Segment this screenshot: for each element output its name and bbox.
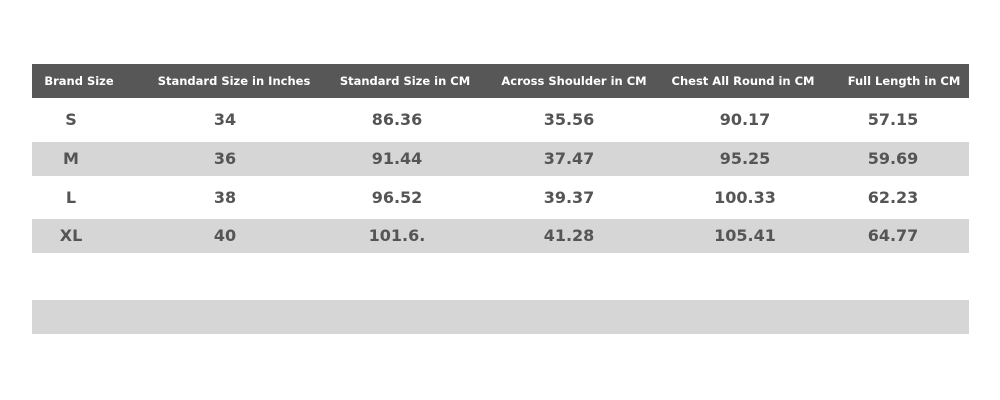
table-cell: S	[65, 110, 77, 129]
table-row: M 36 91.44 37.47 95.25 59.69	[32, 142, 969, 176]
table-cell: 90.17	[719, 110, 771, 129]
table-cell: 35.56	[543, 110, 595, 129]
table-row: L 38 96.52 39.37 100.33 62.23	[32, 178, 969, 219]
table-cell: 100.33	[714, 188, 776, 207]
table-cell: 39.37	[543, 188, 595, 207]
table-cell: XL	[59, 226, 83, 245]
table-cell: L	[65, 188, 77, 207]
table-cell: 34	[213, 110, 237, 129]
column-header: Standard Size in Inches	[157, 74, 311, 88]
table-cell: 36	[213, 149, 237, 168]
table-cell: 101.6.	[368, 226, 426, 245]
table-cell: 95.25	[719, 149, 771, 168]
column-header: Across Shoulder in CM	[501, 74, 647, 88]
table-cell: M	[63, 149, 79, 168]
column-header: Full Length in CM	[847, 74, 961, 88]
table-cell: 40	[213, 226, 237, 245]
table-cell: 62.23	[867, 188, 919, 207]
table-cell: 91.44	[371, 149, 423, 168]
table-cell: 105.41	[714, 226, 776, 245]
column-header: Chest All Round in CM	[671, 74, 815, 88]
table-cell: 57.15	[867, 110, 919, 129]
table-cell: 96.52	[371, 188, 423, 207]
empty-row	[32, 300, 969, 334]
table-cell: 59.69	[867, 149, 919, 168]
table-cell: 64.77	[867, 226, 919, 245]
table-cell: 37.47	[543, 149, 595, 168]
column-header: Standard Size in CM	[339, 74, 471, 88]
table-cell: 38	[213, 188, 237, 207]
table-cell: 86.36	[371, 110, 423, 129]
table-header: Brand Size Standard Size in Inches Standar…	[32, 64, 969, 98]
table-row: S 34 86.36 35.56 90.17 57.15	[32, 100, 969, 141]
table-row: XL 40 101.6. 41.28 105.41 64.77	[32, 219, 969, 253]
table-cell: 41.28	[543, 226, 595, 245]
column-header: Brand Size	[44, 74, 114, 88]
